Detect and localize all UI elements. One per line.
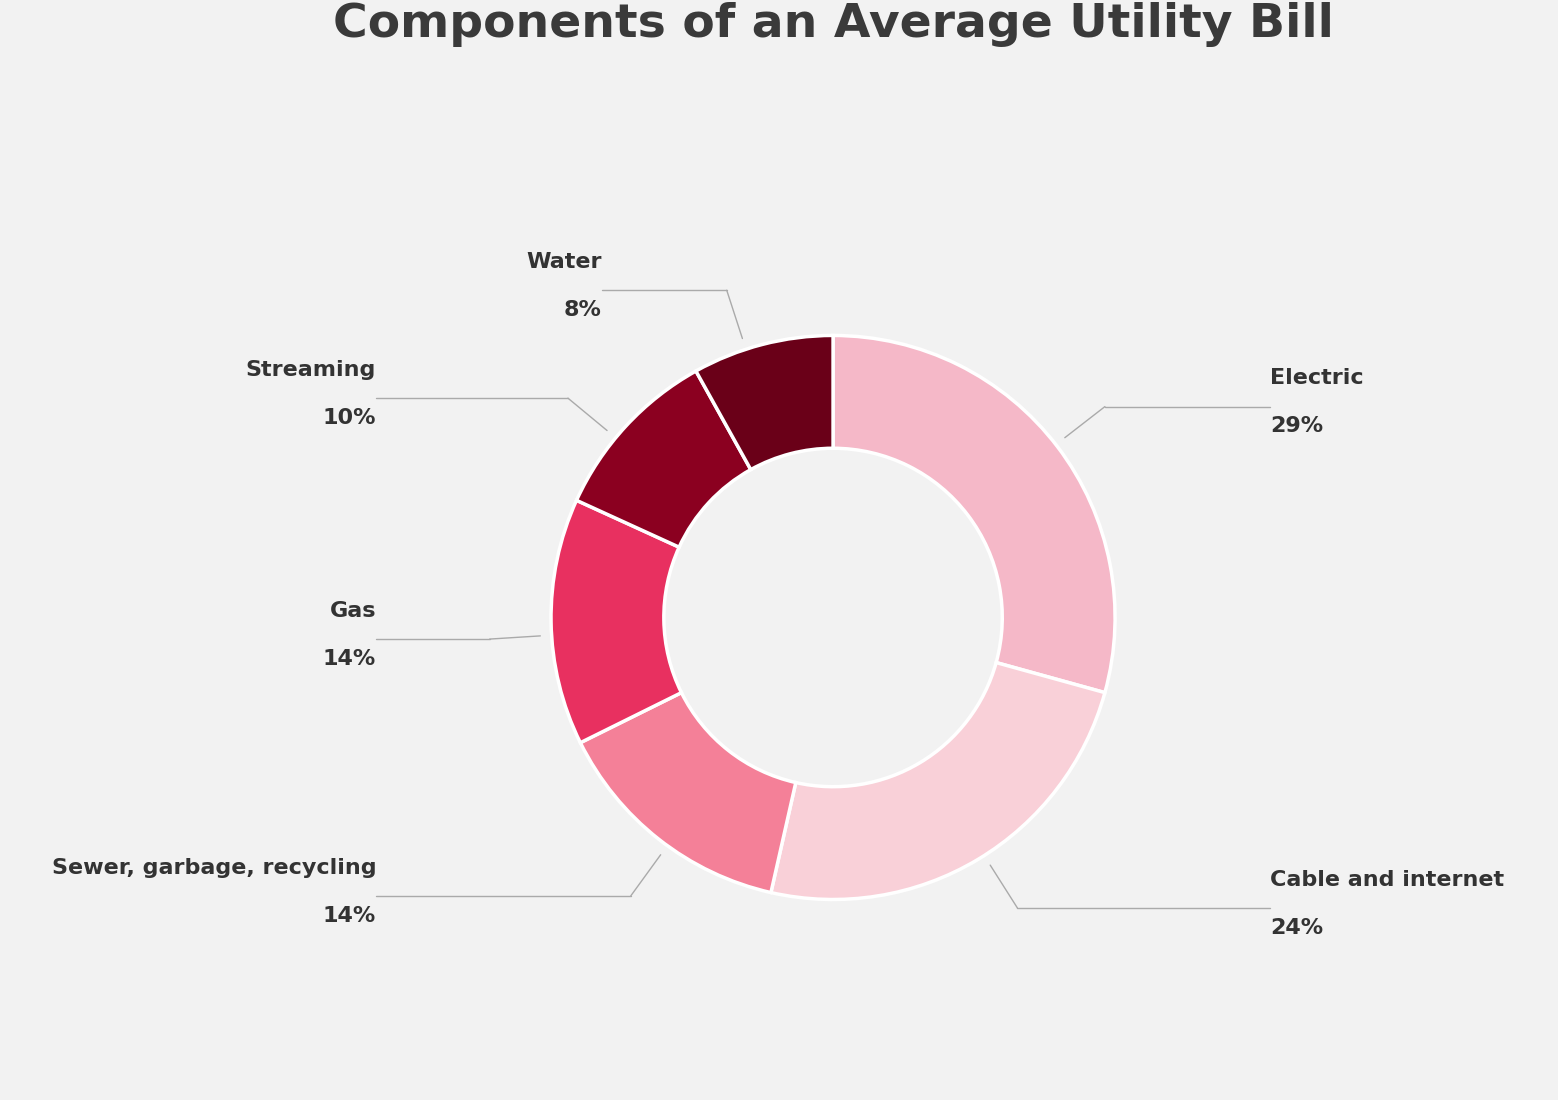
Title: Components of an Average Utility Bill: Components of an Average Utility Bill [332,2,1334,47]
Text: 8%: 8% [564,300,601,320]
Wedge shape [696,336,834,470]
Wedge shape [834,336,1116,693]
Text: Streaming: Streaming [246,360,375,379]
Text: 14%: 14% [323,905,375,925]
Text: Gas: Gas [330,601,375,620]
Wedge shape [581,693,796,892]
Wedge shape [552,500,681,742]
Wedge shape [576,371,751,547]
Text: 29%: 29% [1270,416,1323,437]
Text: Cable and internet: Cable and internet [1270,870,1505,890]
Text: 14%: 14% [323,649,375,669]
Text: Water: Water [527,252,601,272]
Text: Electric: Electric [1270,368,1363,388]
Wedge shape [771,662,1105,900]
Text: 10%: 10% [323,408,375,428]
Text: 24%: 24% [1270,917,1323,937]
Text: Sewer, garbage, recycling: Sewer, garbage, recycling [51,858,375,878]
